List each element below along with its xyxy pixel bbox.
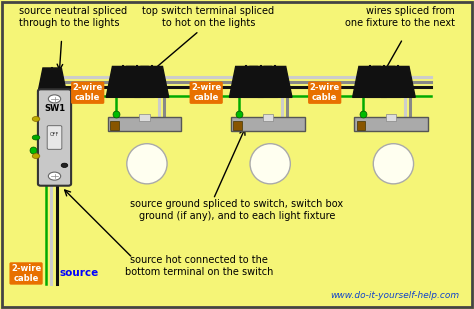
Text: source ground spliced to switch, switch box
ground (if any), and to each light f: source ground spliced to switch, switch … [130, 199, 344, 221]
Circle shape [32, 116, 40, 121]
Circle shape [32, 135, 40, 140]
Ellipse shape [127, 144, 167, 184]
Text: top switch terminal spliced
to hot on the lights: top switch terminal spliced to hot on th… [143, 6, 274, 28]
Text: SW1: SW1 [44, 104, 65, 113]
Polygon shape [258, 66, 292, 97]
Polygon shape [367, 66, 401, 97]
Text: 2-wire
cable: 2-wire cable [191, 83, 221, 102]
Ellipse shape [250, 144, 290, 184]
FancyBboxPatch shape [110, 121, 118, 130]
FancyBboxPatch shape [354, 117, 428, 131]
FancyBboxPatch shape [356, 121, 365, 130]
Circle shape [48, 172, 61, 180]
FancyBboxPatch shape [47, 126, 62, 149]
FancyBboxPatch shape [233, 121, 242, 130]
FancyBboxPatch shape [263, 113, 273, 121]
Text: OFF: OFF [50, 132, 59, 137]
Text: 2-wire
cable: 2-wire cable [73, 83, 103, 102]
Polygon shape [353, 66, 387, 97]
Text: wires spliced from
one fixture to the next: wires spliced from one fixture to the ne… [345, 6, 455, 28]
Text: 2-wire
cable: 2-wire cable [11, 264, 41, 283]
Polygon shape [381, 66, 415, 97]
FancyBboxPatch shape [231, 117, 304, 131]
Circle shape [48, 95, 61, 103]
Polygon shape [229, 66, 264, 97]
Circle shape [32, 154, 40, 159]
Circle shape [61, 163, 68, 167]
FancyBboxPatch shape [139, 113, 150, 121]
Polygon shape [106, 66, 140, 97]
Text: 2-wire
cable: 2-wire cable [310, 83, 340, 102]
Polygon shape [244, 66, 278, 97]
Polygon shape [135, 66, 169, 97]
Polygon shape [37, 68, 67, 94]
Text: source hot connected to the
bottom terminal on the switch: source hot connected to the bottom termi… [125, 255, 273, 277]
Ellipse shape [373, 144, 413, 184]
Text: source neutral spliced
through to the lights: source neutral spliced through to the li… [19, 6, 127, 28]
FancyBboxPatch shape [386, 113, 396, 121]
FancyBboxPatch shape [38, 89, 71, 186]
Text: www.do-it-yourself-help.com: www.do-it-yourself-help.com [331, 291, 460, 300]
Polygon shape [120, 66, 155, 97]
FancyBboxPatch shape [108, 117, 181, 131]
Text: source: source [59, 269, 99, 278]
